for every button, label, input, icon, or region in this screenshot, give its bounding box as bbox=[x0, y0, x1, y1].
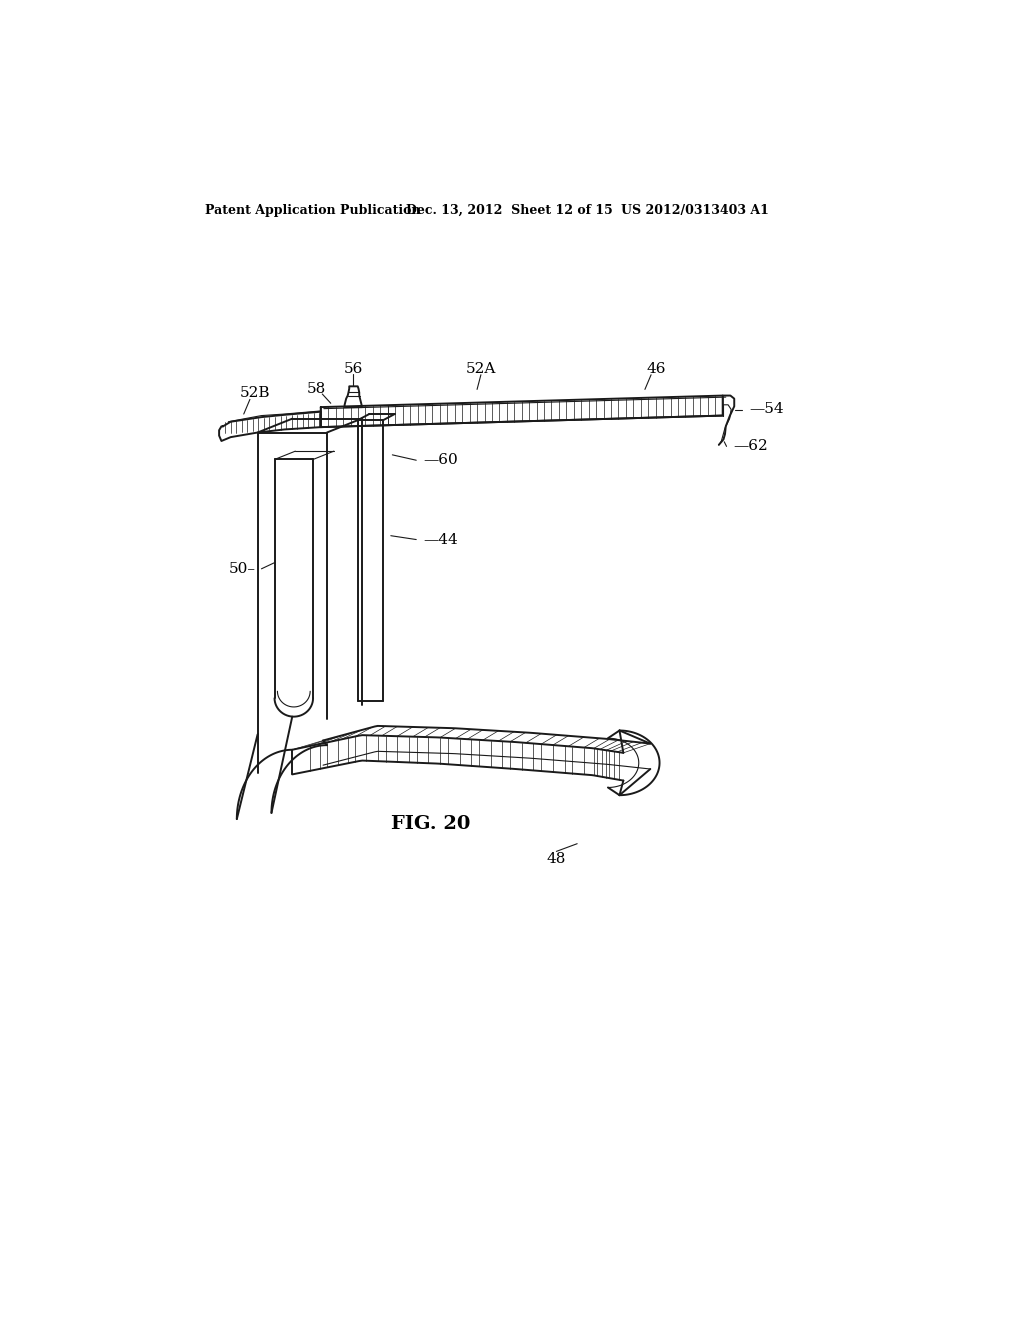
Text: 48: 48 bbox=[547, 853, 566, 866]
Text: —62: —62 bbox=[733, 440, 768, 453]
Text: 46: 46 bbox=[647, 362, 667, 376]
Text: 52A: 52A bbox=[466, 362, 496, 376]
Text: 56: 56 bbox=[343, 362, 362, 376]
Text: Dec. 13, 2012  Sheet 12 of 15: Dec. 13, 2012 Sheet 12 of 15 bbox=[407, 205, 613, 218]
Text: US 2012/0313403 A1: US 2012/0313403 A1 bbox=[621, 205, 769, 218]
Text: 58: 58 bbox=[306, 383, 326, 396]
Text: 50–: 50– bbox=[228, 562, 255, 576]
Text: —54: —54 bbox=[749, 401, 783, 416]
Text: —44: —44 bbox=[423, 532, 458, 546]
Text: FIG. 20: FIG. 20 bbox=[391, 816, 471, 833]
Text: —60: —60 bbox=[423, 453, 458, 467]
Text: Patent Application Publication: Patent Application Publication bbox=[205, 205, 421, 218]
Text: 52B: 52B bbox=[240, 387, 270, 400]
